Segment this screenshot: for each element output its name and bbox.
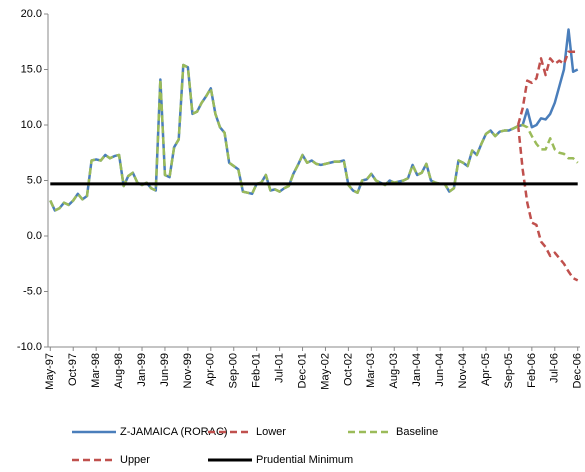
series-line — [516, 124, 579, 282]
x-tick-label: Jun-04 — [434, 353, 446, 387]
legend-label: Baseline — [396, 426, 438, 438]
legend-label: Upper — [120, 454, 150, 466]
x-tick-label: Sep-05 — [503, 353, 515, 388]
x-tick-label: Aug-03 — [388, 353, 400, 388]
legend-label: Lower — [256, 426, 286, 438]
x-tick-label: Jun-99 — [159, 353, 171, 387]
x-tick-label: Oct-02 — [342, 353, 354, 386]
legend-label: Prudential Minimum — [256, 454, 353, 466]
x-tick-label: May-02 — [319, 353, 331, 390]
x-tick-label: Jan-04 — [411, 353, 423, 387]
x-tick-label: Jul-06 — [549, 353, 561, 383]
x-tick-label: Apr-05 — [480, 353, 492, 386]
x-tick-label: May-97 — [44, 353, 56, 390]
x-tick-label: Dec-06 — [572, 353, 584, 388]
x-tick-label: Feb-01 — [251, 353, 263, 388]
series-line — [49, 63, 579, 212]
x-tick-label: Mar-98 — [90, 353, 102, 388]
x-tick-label: Oct-97 — [67, 353, 79, 386]
x-tick-label: Nov-04 — [457, 353, 469, 388]
x-tick-label: Jan-99 — [136, 353, 148, 387]
x-tick-label: Mar-03 — [365, 353, 377, 388]
x-tick-label: Jul-01 — [274, 353, 286, 383]
y-tick-label: 10.0 — [21, 119, 42, 131]
y-tick-label: 5.0 — [27, 174, 42, 186]
legend-label: Z-JAMAICA (RORAC) — [120, 426, 228, 438]
x-tick-label: Dec-01 — [296, 353, 308, 388]
x-tick-label: Nov-99 — [182, 353, 194, 388]
y-tick-label: -5.0 — [23, 285, 42, 297]
x-tick-label: Feb-06 — [526, 353, 538, 388]
y-tick-label: 20.0 — [21, 8, 42, 20]
y-tick-label: -10.0 — [17, 341, 42, 353]
x-tick-label: Apr-00 — [205, 353, 217, 386]
x-tick-label: Sep-00 — [228, 353, 240, 388]
y-tick-label: 15.0 — [21, 63, 42, 75]
series-line — [516, 50, 578, 126]
x-tick-label: Aug-98 — [113, 353, 125, 388]
y-tick-label: 0.0 — [27, 230, 42, 242]
